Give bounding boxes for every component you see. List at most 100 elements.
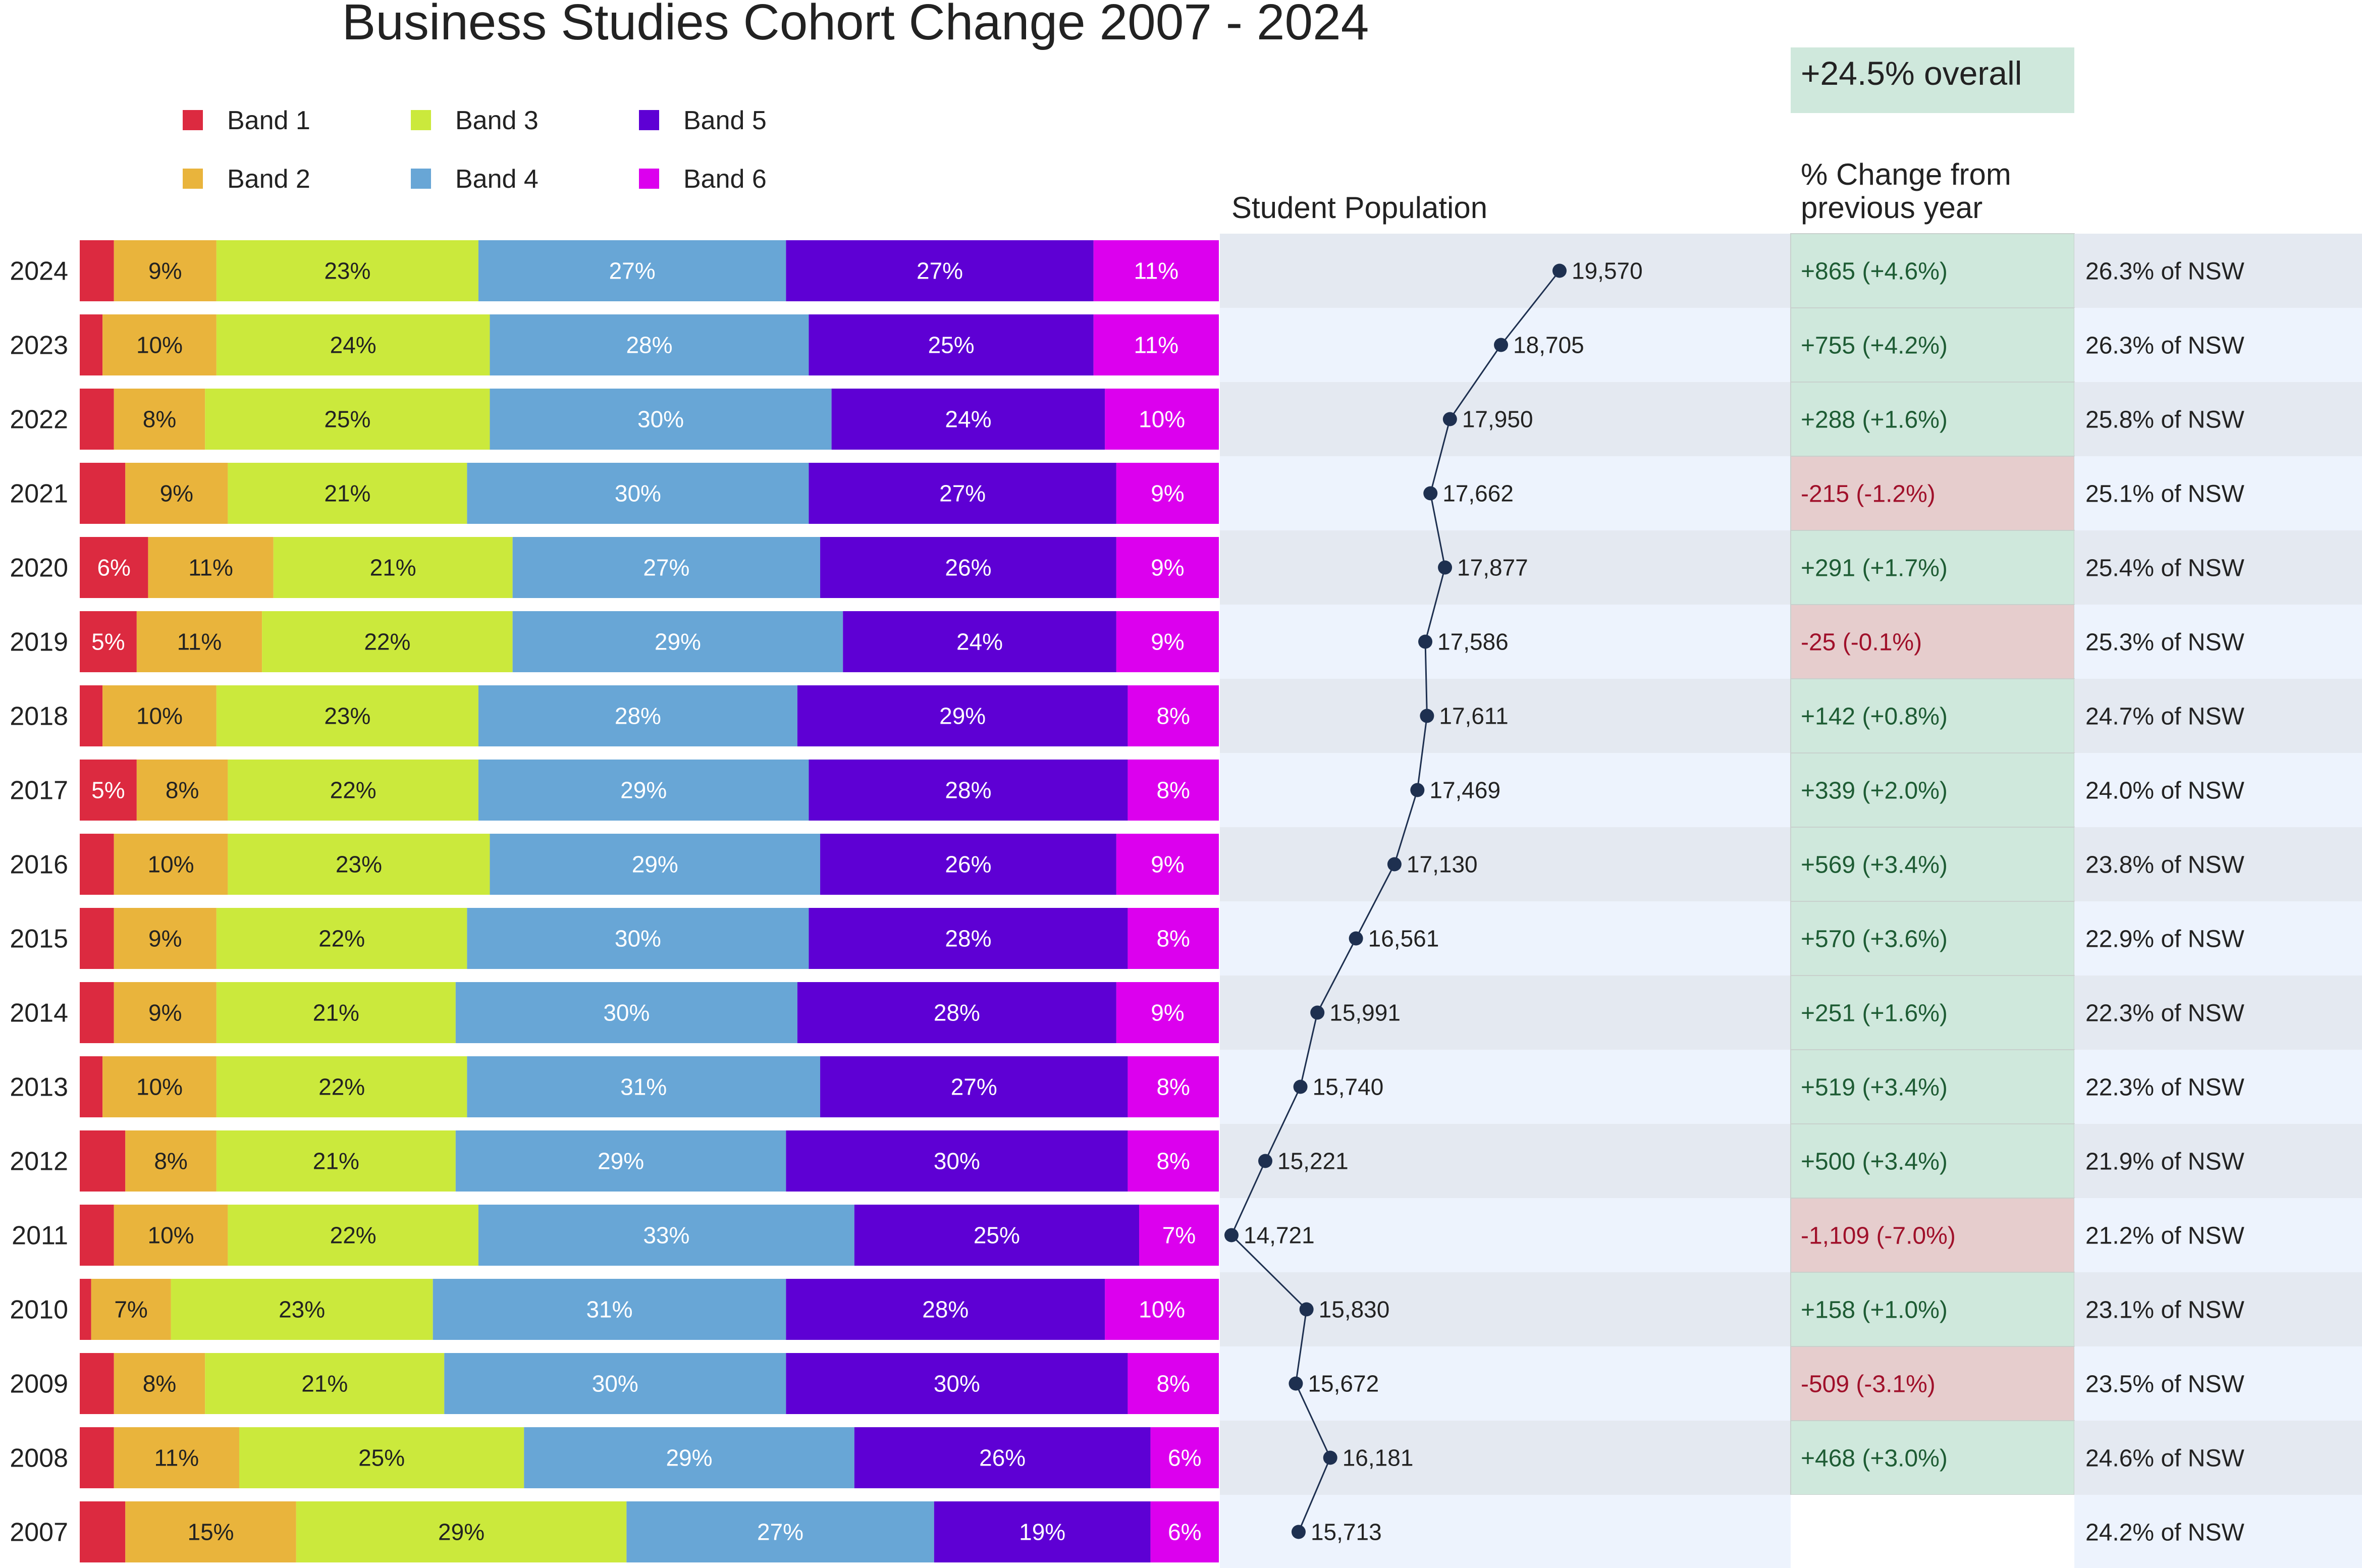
bar-segment-band-5 bbox=[786, 240, 1094, 301]
bar-segment-band-4 bbox=[455, 982, 797, 1043]
population-row-bg bbox=[1220, 1346, 1791, 1421]
bar-segment-label: 26% bbox=[979, 1445, 1026, 1471]
change-cell bbox=[1790, 901, 2075, 976]
population-label: 17,469 bbox=[1429, 777, 1500, 803]
year-label: 2019 bbox=[10, 628, 68, 657]
bar-segment-band-1 bbox=[80, 1501, 126, 1562]
bar-segment-label: 25% bbox=[928, 332, 975, 358]
population-point bbox=[1423, 486, 1438, 501]
bar-segment-band-4 bbox=[433, 1279, 786, 1340]
population-trend-line bbox=[1230, 270, 1561, 1533]
bar-segment-label: 28% bbox=[945, 777, 991, 803]
bar-segment-label: 9% bbox=[1151, 480, 1184, 507]
population-point bbox=[1258, 1154, 1273, 1168]
population-row-bg bbox=[1220, 827, 1791, 901]
legend: Band 1 Band 2 Band 3 Band 4 Band 5 Band 6 bbox=[183, 106, 767, 194]
share-label: 22.9% of NSW bbox=[2085, 926, 2244, 953]
bar-segment-band-4 bbox=[467, 463, 809, 524]
change-cell bbox=[1790, 1049, 2075, 1124]
bar-segment-label: 26% bbox=[945, 555, 991, 581]
change-cell bbox=[1790, 456, 2075, 531]
bar-segment-band-4 bbox=[490, 834, 821, 895]
population-point bbox=[1552, 263, 1567, 278]
share-cell bbox=[2074, 1050, 2362, 1124]
legend-swatch-band-5 bbox=[639, 110, 659, 130]
bar-segment-band-6 bbox=[1128, 760, 1219, 821]
share-cell bbox=[2074, 827, 2362, 901]
bar-segment-label: 29% bbox=[939, 703, 986, 729]
share-cell bbox=[2074, 382, 2362, 456]
population-row-bg bbox=[1220, 1198, 1791, 1272]
year-label: 2016 bbox=[10, 850, 68, 880]
bar-segment-label: 19% bbox=[1019, 1519, 1065, 1545]
population-row-bg bbox=[1220, 605, 1791, 679]
bar-segment-band-2 bbox=[114, 982, 217, 1043]
bar-segment-band-6 bbox=[1105, 1279, 1219, 1340]
bar-segment-label: 30% bbox=[603, 1000, 650, 1026]
bar-segment-label: 8% bbox=[143, 406, 176, 432]
bar-segment-label: 27% bbox=[643, 555, 689, 581]
population-point bbox=[1410, 783, 1425, 797]
bar-segment-label: 29% bbox=[438, 1519, 485, 1545]
bar-segment-band-1 bbox=[80, 834, 114, 895]
legend-label-band-3: Band 3 bbox=[455, 106, 539, 135]
bar-segment-band-2 bbox=[114, 389, 205, 450]
population-label: 17,586 bbox=[1437, 629, 1509, 655]
share-cell bbox=[2074, 753, 2362, 827]
bar-segment-band-5 bbox=[854, 1427, 1151, 1488]
year-label: 2018 bbox=[10, 702, 68, 731]
share-label: 24.2% of NSW bbox=[2085, 1520, 2244, 1546]
share-label: 21.2% of NSW bbox=[2085, 1223, 2244, 1250]
year-label: 2007 bbox=[10, 1518, 68, 1547]
population-point bbox=[1494, 338, 1509, 352]
bar-segment-label: 29% bbox=[632, 851, 678, 878]
bar-segment-label: 27% bbox=[939, 480, 986, 507]
population-point bbox=[1349, 931, 1363, 946]
bar-segment-label: 6% bbox=[1168, 1519, 1201, 1545]
change-cell bbox=[1790, 530, 2075, 605]
bar-segment-label: 8% bbox=[1156, 777, 1190, 803]
legend-swatch-band-6 bbox=[639, 169, 659, 189]
bar-segment-label: 9% bbox=[148, 258, 182, 284]
bar-segment-band-5 bbox=[786, 1353, 1128, 1414]
population-label: 15,740 bbox=[1313, 1074, 1384, 1100]
bar-segment-label: 9% bbox=[148, 926, 182, 952]
share-label: 22.3% of NSW bbox=[2085, 1074, 2244, 1101]
bar-segment-band-3 bbox=[216, 314, 490, 375]
bar-segment-band-2 bbox=[114, 908, 217, 969]
bar-segment-label: 10% bbox=[148, 1222, 194, 1249]
bar-segment-band-2 bbox=[102, 685, 217, 746]
bar-segment-label: 25% bbox=[324, 406, 370, 432]
bar-segment-label: 11% bbox=[1134, 332, 1179, 358]
population-label: 15,221 bbox=[1277, 1148, 1349, 1174]
population-label: 15,672 bbox=[1308, 1371, 1379, 1397]
change-label: +519 (+3.4%) bbox=[1801, 1074, 1948, 1101]
change-label: +288 (+1.6%) bbox=[1801, 407, 1948, 434]
change-cell bbox=[1790, 1272, 2075, 1347]
bar-segment-label: 7% bbox=[114, 1296, 147, 1323]
bar-segment-label: 9% bbox=[160, 480, 193, 507]
change-label: +251 (+1.6%) bbox=[1801, 1000, 1948, 1027]
change-label: -215 (-1.2%) bbox=[1801, 481, 1936, 508]
bar-segment-label: 22% bbox=[330, 777, 377, 803]
year-label: 2010 bbox=[10, 1295, 68, 1325]
bar-segment-band-5 bbox=[820, 834, 1116, 895]
bar-segment-label: 10% bbox=[1139, 1296, 1185, 1323]
bar-segment-label: 24% bbox=[956, 629, 1003, 655]
bar-segment-label: 22% bbox=[364, 629, 410, 655]
population-label: 19,570 bbox=[1572, 258, 1643, 284]
bar-segment-label: 25% bbox=[974, 1222, 1020, 1249]
bar-segment-label: 24% bbox=[945, 406, 991, 432]
bar-segment-band-2 bbox=[114, 1427, 239, 1488]
bar-segment-band-5 bbox=[843, 611, 1116, 672]
population-label: 15,830 bbox=[1319, 1296, 1390, 1323]
bar-segment-label: 30% bbox=[615, 926, 661, 952]
bar-segment-label: 30% bbox=[615, 480, 661, 507]
bar-segment-label: 23% bbox=[279, 1296, 325, 1323]
share-cell bbox=[2074, 1272, 2362, 1346]
share-cell bbox=[2074, 901, 2362, 976]
bar-segment-label: 6% bbox=[1168, 1445, 1201, 1471]
year-label: 2011 bbox=[12, 1221, 68, 1251]
change-cell bbox=[1790, 233, 2075, 308]
bar-segment-label: 30% bbox=[637, 406, 684, 432]
